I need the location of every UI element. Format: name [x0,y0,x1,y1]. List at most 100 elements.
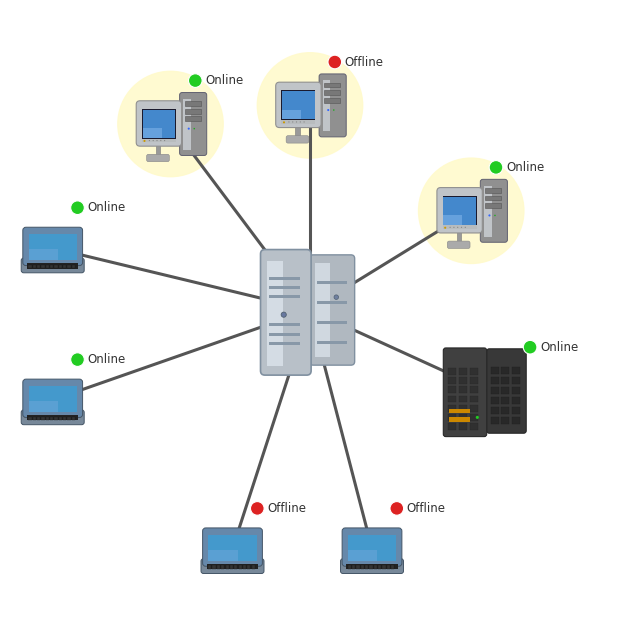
Bar [55,265,58,268]
FancyBboxPatch shape [276,82,321,128]
Circle shape [303,122,305,123]
Bar [230,565,233,569]
Bar [459,414,467,421]
Bar [443,226,477,229]
Circle shape [444,227,446,229]
FancyBboxPatch shape [286,136,309,143]
Bar [143,128,162,138]
Bar [443,215,463,224]
Bar [317,341,347,344]
Bar [29,417,32,420]
Bar [391,565,394,569]
Bar [156,141,160,158]
Circle shape [418,158,524,264]
Bar [374,565,377,569]
Bar [29,234,77,260]
Bar [459,423,467,430]
Circle shape [334,295,339,299]
FancyBboxPatch shape [136,101,182,146]
Bar [42,417,45,420]
Bar [387,565,390,569]
Bar [448,405,456,412]
FancyBboxPatch shape [21,258,84,273]
Circle shape [464,227,466,228]
Bar [512,417,520,424]
Bar [239,565,242,569]
FancyBboxPatch shape [437,188,482,233]
Circle shape [193,128,195,130]
Circle shape [143,140,146,142]
FancyBboxPatch shape [309,255,355,365]
Bar [459,368,467,374]
Text: Online: Online [506,161,544,174]
Bar [361,565,364,569]
Bar [502,397,509,404]
Circle shape [188,74,202,87]
Circle shape [390,502,404,515]
FancyBboxPatch shape [23,227,82,265]
Bar [269,324,301,326]
Bar [322,81,330,131]
Bar [142,139,176,143]
Bar [282,110,301,119]
Bar [491,388,498,394]
FancyBboxPatch shape [180,92,206,156]
Circle shape [160,140,161,141]
Bar [491,397,498,404]
Bar [448,423,456,430]
Bar [378,565,381,569]
Bar [491,407,498,414]
Bar [470,377,479,384]
Bar [459,386,467,393]
Bar [449,409,470,413]
Circle shape [453,227,454,228]
Bar [470,414,479,421]
FancyBboxPatch shape [340,559,404,574]
Bar [485,203,502,208]
Bar [59,265,62,268]
Bar [470,386,479,393]
Circle shape [71,353,84,366]
FancyBboxPatch shape [480,179,507,242]
Bar [317,281,347,285]
FancyBboxPatch shape [23,379,82,417]
FancyBboxPatch shape [201,559,264,574]
Bar [348,565,351,569]
Text: Online: Online [540,341,578,353]
Bar [502,407,509,414]
Bar [281,91,316,120]
FancyBboxPatch shape [147,154,169,162]
FancyBboxPatch shape [203,528,262,566]
Bar [365,565,368,569]
Bar [448,377,456,384]
Circle shape [476,416,479,419]
Circle shape [156,140,157,141]
Bar [485,188,502,193]
Bar [348,534,396,561]
Bar [269,277,301,280]
Bar [502,377,509,384]
Bar [27,415,78,420]
FancyBboxPatch shape [443,348,487,436]
Bar [317,301,347,304]
Bar [459,396,467,402]
Circle shape [164,140,165,141]
Bar [502,417,509,424]
Bar [502,367,509,374]
Circle shape [153,140,154,141]
Circle shape [283,122,285,123]
Bar [213,565,216,569]
Text: Offline: Offline [267,502,306,515]
Bar [42,265,45,268]
FancyBboxPatch shape [319,74,346,137]
Bar [55,417,58,420]
Bar [512,388,520,394]
Circle shape [118,71,223,177]
Circle shape [149,140,150,141]
Bar [370,565,373,569]
Bar [491,367,498,374]
Text: Online: Online [205,74,244,87]
Bar [512,397,520,404]
FancyBboxPatch shape [342,528,402,566]
Bar [448,386,456,393]
